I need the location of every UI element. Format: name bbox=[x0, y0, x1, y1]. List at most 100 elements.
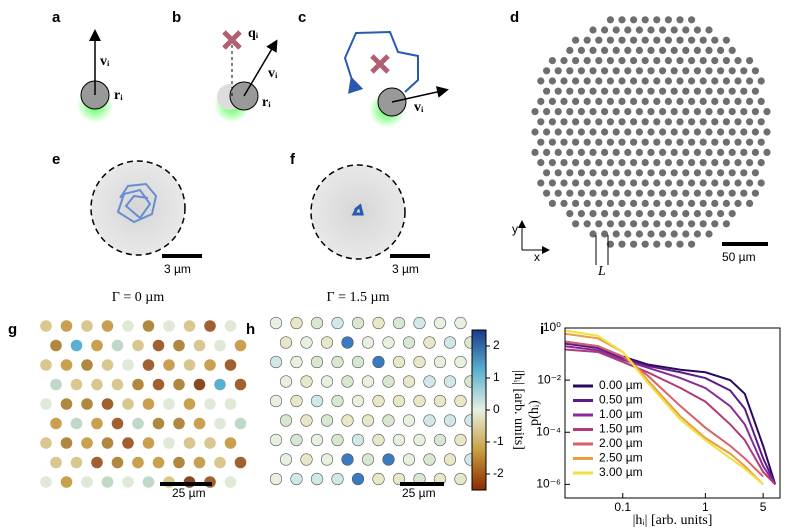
particle bbox=[682, 230, 690, 238]
particle bbox=[372, 472, 385, 486]
particle bbox=[81, 437, 93, 449]
particle bbox=[234, 456, 247, 469]
particle bbox=[705, 148, 713, 156]
particle bbox=[624, 26, 632, 34]
particle bbox=[682, 148, 690, 156]
particle bbox=[717, 148, 725, 156]
particle bbox=[705, 169, 713, 177]
particle bbox=[635, 148, 644, 156]
scale-bar bbox=[722, 242, 768, 246]
particle bbox=[757, 97, 765, 105]
particle bbox=[382, 414, 395, 427]
particle bbox=[705, 67, 713, 75]
particle bbox=[693, 26, 702, 34]
particle bbox=[101, 398, 114, 410]
particle bbox=[572, 57, 580, 65]
particle bbox=[583, 77, 591, 85]
legend-label: 0.00 µm bbox=[599, 378, 643, 392]
particle bbox=[224, 359, 237, 371]
particle bbox=[331, 433, 344, 447]
particle bbox=[577, 87, 586, 95]
particle bbox=[688, 220, 696, 228]
particle bbox=[664, 16, 673, 24]
particle bbox=[682, 67, 690, 75]
particle bbox=[577, 67, 586, 75]
particle bbox=[560, 57, 568, 65]
plot-frame bbox=[564, 327, 781, 499]
particle bbox=[630, 16, 638, 24]
particle bbox=[682, 210, 690, 218]
particle bbox=[659, 67, 667, 75]
particle bbox=[142, 476, 155, 488]
particle bbox=[300, 375, 313, 388]
particle bbox=[566, 189, 574, 197]
particle bbox=[193, 456, 206, 469]
particle bbox=[40, 359, 52, 371]
particle bbox=[101, 476, 114, 488]
particle bbox=[670, 108, 678, 116]
particle bbox=[537, 138, 545, 146]
trajectory bbox=[116, 182, 158, 224]
particle bbox=[572, 159, 580, 167]
particle bbox=[361, 414, 375, 427]
particle bbox=[413, 433, 426, 447]
particle bbox=[122, 359, 134, 371]
particle bbox=[635, 108, 644, 116]
series-line bbox=[564, 340, 764, 478]
particle bbox=[583, 36, 591, 44]
particle bbox=[717, 169, 725, 177]
panel-label: g bbox=[8, 321, 17, 338]
particle bbox=[717, 128, 725, 136]
particle bbox=[612, 128, 620, 136]
particle bbox=[635, 67, 644, 75]
particle bbox=[763, 108, 771, 116]
particle bbox=[382, 336, 395, 349]
particle bbox=[699, 97, 707, 105]
particle bbox=[659, 189, 667, 197]
particle bbox=[734, 138, 742, 146]
particle bbox=[183, 437, 196, 449]
tick-label: -1 bbox=[493, 434, 504, 448]
particle bbox=[320, 414, 334, 427]
particle bbox=[711, 77, 719, 85]
particle bbox=[653, 179, 661, 187]
particle bbox=[81, 359, 93, 371]
particle bbox=[433, 433, 447, 447]
particle bbox=[693, 169, 702, 177]
particle bbox=[606, 16, 615, 24]
particle bbox=[589, 46, 597, 55]
particle bbox=[618, 220, 626, 228]
particle bbox=[688, 118, 696, 126]
particle bbox=[560, 159, 568, 167]
tick-label: 0 bbox=[493, 402, 500, 416]
particle bbox=[606, 159, 615, 167]
particle bbox=[402, 336, 416, 349]
particle bbox=[647, 67, 655, 75]
particle bbox=[653, 240, 661, 248]
particle bbox=[341, 375, 354, 388]
particle bbox=[193, 339, 206, 352]
particle bbox=[606, 220, 615, 228]
velocity-label: vᵢ bbox=[100, 54, 110, 69]
particle bbox=[664, 220, 673, 228]
particle bbox=[566, 128, 574, 136]
particle bbox=[641, 36, 649, 44]
particle bbox=[224, 476, 237, 488]
particle bbox=[757, 138, 765, 146]
particle bbox=[630, 138, 638, 146]
target-label: qᵢ bbox=[248, 26, 259, 41]
particle bbox=[122, 476, 134, 488]
particle bbox=[152, 417, 165, 430]
particle bbox=[554, 148, 562, 156]
particle bbox=[740, 108, 748, 116]
particle bbox=[676, 179, 684, 187]
scale-bar bbox=[160, 482, 212, 486]
particle bbox=[612, 148, 620, 156]
scale-label: 3 µm bbox=[164, 262, 191, 276]
particle bbox=[402, 414, 416, 427]
particle bbox=[40, 398, 52, 410]
particle bbox=[647, 189, 655, 197]
particle bbox=[601, 148, 609, 156]
series-line bbox=[564, 340, 777, 485]
particle bbox=[676, 138, 684, 146]
